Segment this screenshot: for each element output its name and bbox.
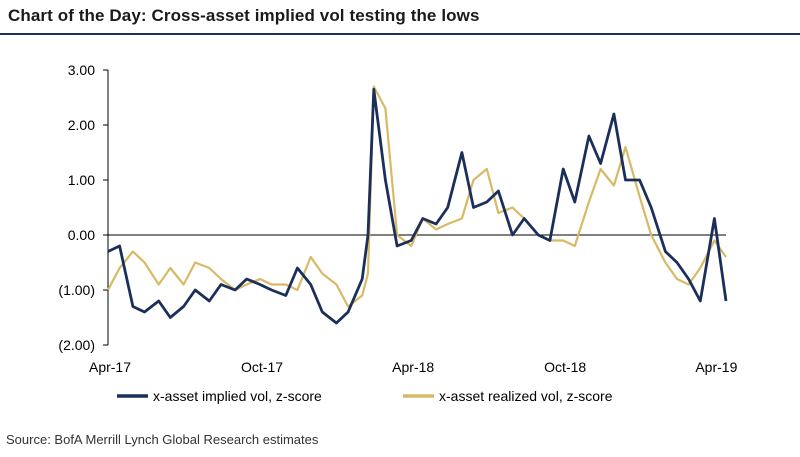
y-tick-label: (2.00) xyxy=(58,337,95,353)
y-tick-label: 1.00 xyxy=(68,172,95,188)
series-realized-vol-line xyxy=(107,85,727,308)
legend-label-implied: x-asset implied vol, z-score xyxy=(153,388,322,404)
legend-label-realized: x-asset realized vol, z-score xyxy=(439,388,613,404)
y-tick-label: 0.00 xyxy=(68,227,95,243)
x-tick-label: Apr-18 xyxy=(392,359,434,375)
page-title: Chart of the Day: Cross-asset implied vo… xyxy=(8,6,480,25)
y-tick-label: (1.00) xyxy=(58,282,95,298)
x-tick-label: Oct-17 xyxy=(241,359,283,375)
title-divider xyxy=(0,33,800,35)
source-note: Source: BofA Merrill Lynch Global Resear… xyxy=(6,432,319,447)
x-tick-label: Apr-19 xyxy=(695,359,737,375)
x-tick-label: Oct-18 xyxy=(544,359,586,375)
x-tick-label: Apr-17 xyxy=(89,359,131,375)
y-tick-label: 3.00 xyxy=(68,62,95,78)
series-implied-vol-line xyxy=(107,87,728,325)
y-tick-label: 2.00 xyxy=(68,117,95,133)
